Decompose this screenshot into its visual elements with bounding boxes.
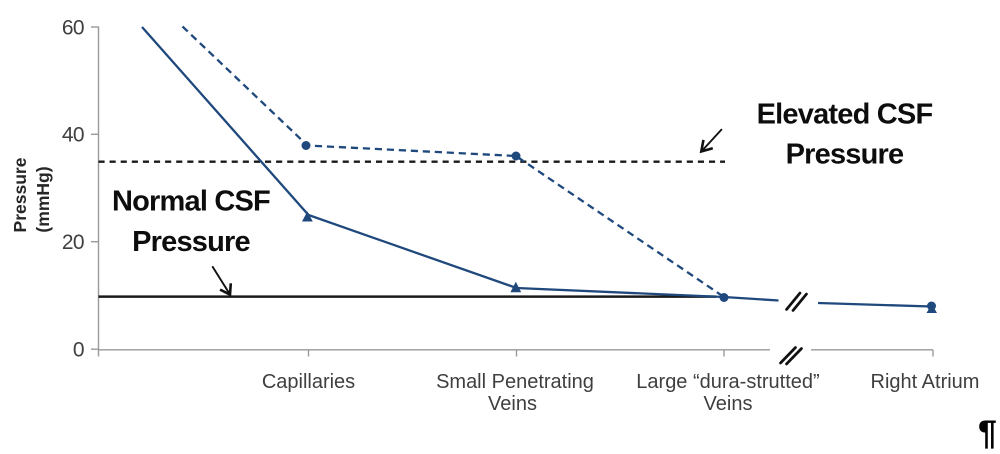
svg-text:¶: ¶ bbox=[978, 414, 997, 452]
svg-text:Normal CSF: Normal CSF bbox=[112, 186, 270, 218]
svg-text:Small Penetrating: Small Penetrating bbox=[436, 371, 594, 393]
svg-text:Pressure: Pressure bbox=[10, 157, 30, 232]
svg-text:Veins: Veins bbox=[488, 393, 537, 415]
svg-text:Right Atrium: Right Atrium bbox=[871, 371, 980, 393]
svg-text:0: 0 bbox=[73, 338, 84, 361]
svg-text:Pressure: Pressure bbox=[786, 139, 904, 171]
svg-text:Capillaries: Capillaries bbox=[262, 371, 355, 393]
svg-text:20: 20 bbox=[62, 231, 84, 254]
svg-text:(mmHg): (mmHg) bbox=[33, 166, 53, 232]
svg-text:Pressure: Pressure bbox=[132, 226, 250, 258]
svg-text:40: 40 bbox=[62, 124, 84, 147]
svg-text:Elevated CSF: Elevated CSF bbox=[757, 99, 933, 131]
svg-text:Large “dura-strutted”: Large “dura-strutted” bbox=[636, 371, 819, 393]
svg-text:Veins: Veins bbox=[704, 393, 753, 415]
svg-text:60: 60 bbox=[62, 16, 84, 39]
